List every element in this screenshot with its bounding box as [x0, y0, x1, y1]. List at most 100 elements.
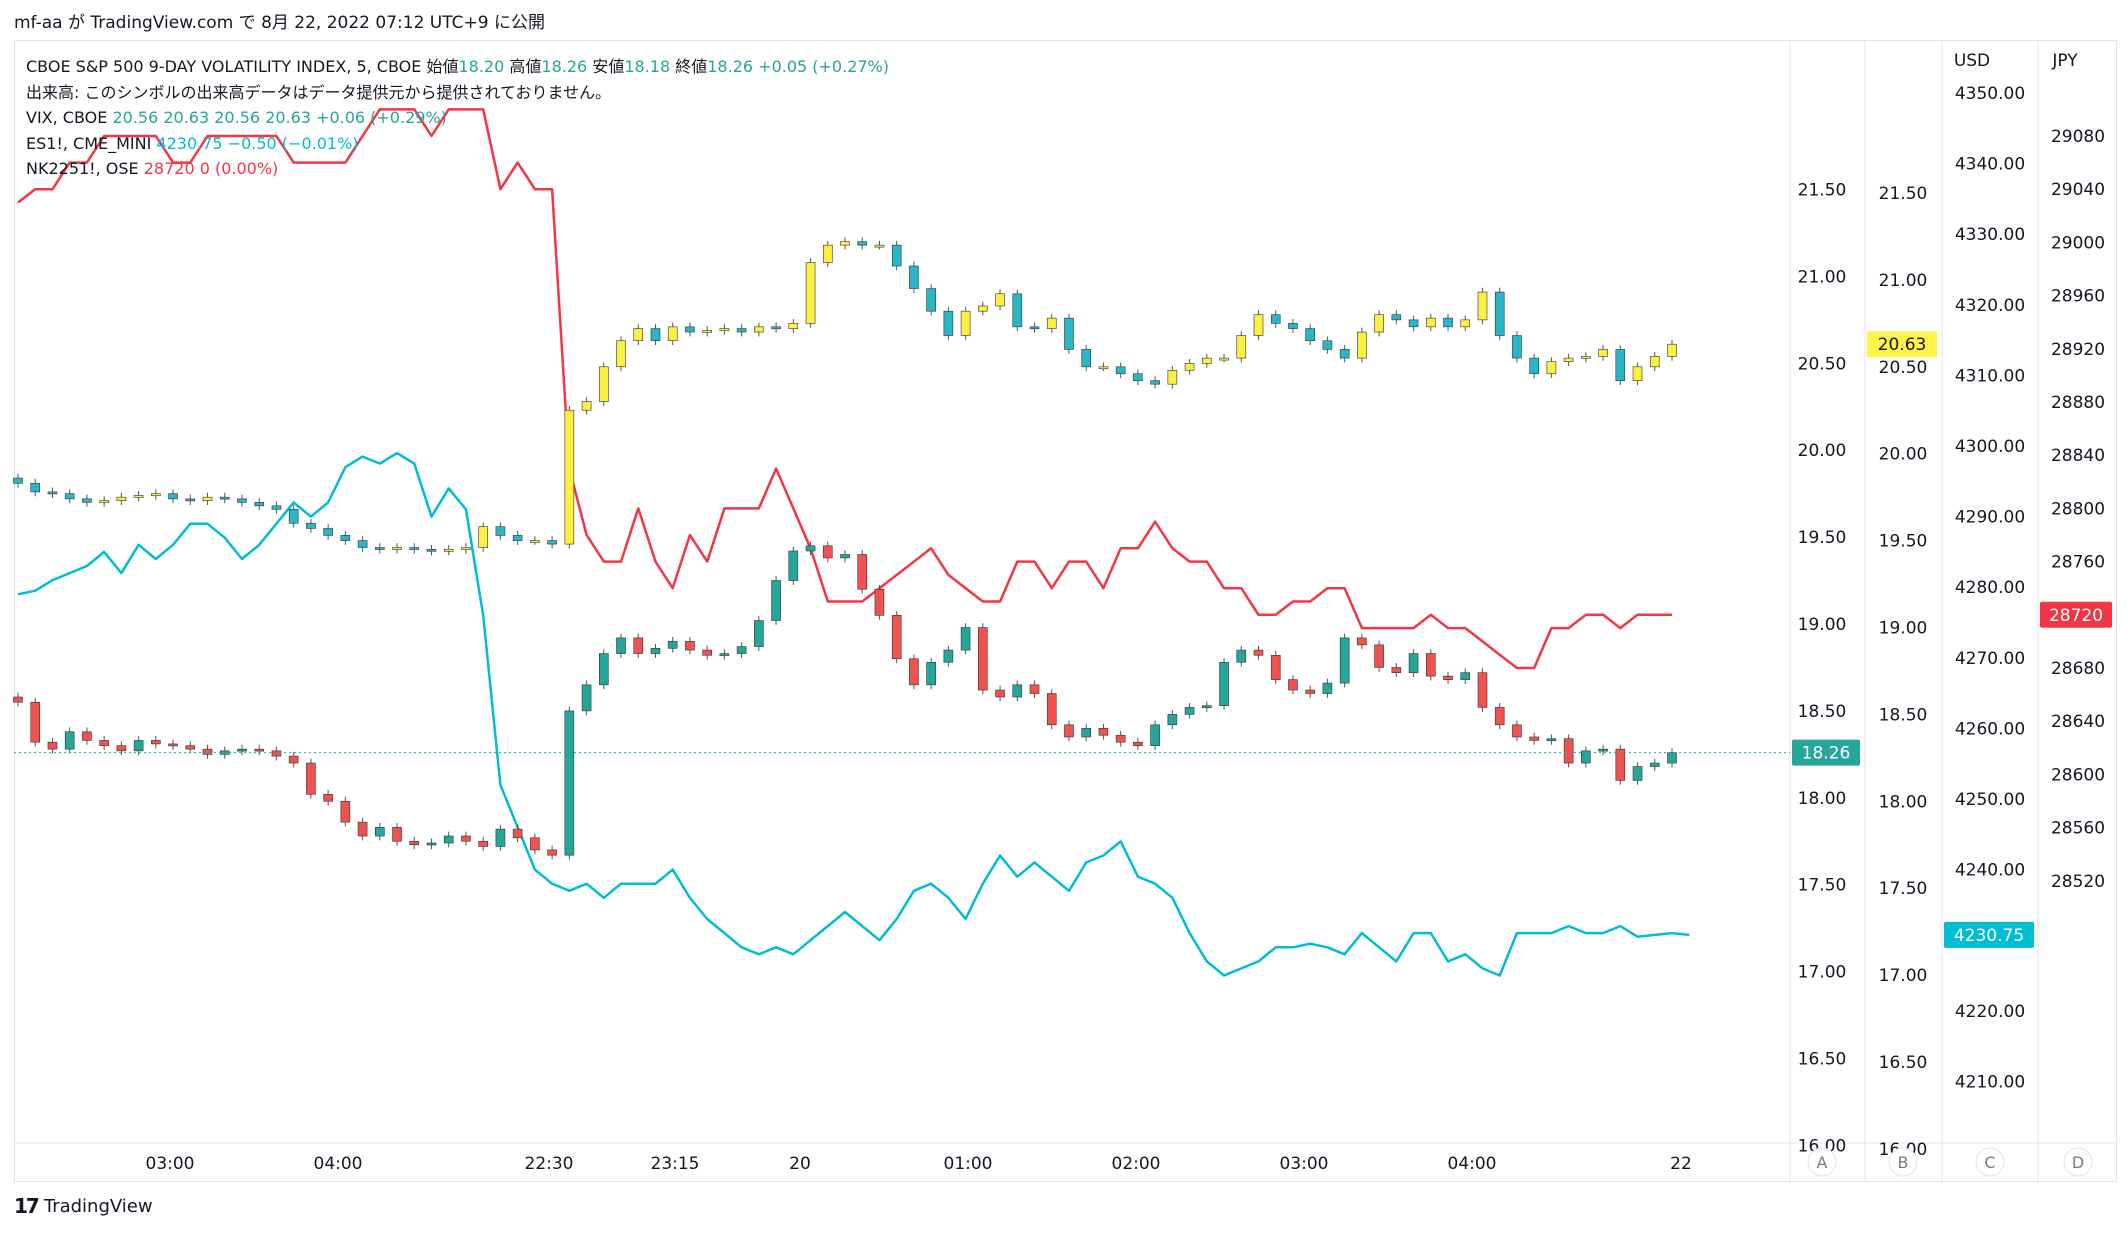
vix9d-candle [64, 731, 75, 750]
vix9d-candle [1529, 736, 1539, 741]
vix-candle [1253, 314, 1264, 336]
vix9d-candle [702, 649, 712, 656]
vix9d-candle [840, 554, 850, 559]
vix-price-tag-bg [1867, 331, 1937, 358]
vix-candle [1598, 349, 1608, 357]
tradingview-logo-icon: 17 [14, 1194, 40, 1218]
vix-candle [978, 305, 988, 312]
vix9d-candle [1391, 667, 1402, 673]
vix-candle [1563, 357, 1574, 362]
footer: 17 TradingView [14, 1194, 153, 1218]
axis-c-tick: 4300.00 [1955, 437, 2025, 457]
vix9d-candle [667, 641, 678, 649]
vix9d-candle [237, 748, 247, 752]
vix9d-candle [1667, 752, 1677, 764]
vix-candle [288, 509, 299, 524]
vix9d-candle [598, 653, 609, 686]
axis-a-tick: 20.00 [1798, 441, 1847, 461]
vix-candle [1305, 328, 1315, 342]
legend-vix9d[interactable]: CBOE S&P 500 9-DAY VOLATILITY INDEX, 5, … [26, 54, 889, 80]
vix9d-candle [719, 653, 730, 656]
axis-b-tick: 21.00 [1879, 271, 1928, 291]
es-price-tag-bg [1944, 921, 2034, 948]
vix-candle [168, 493, 178, 500]
axis-c-tick: 4240.00 [1955, 861, 2025, 881]
axis-d-tick: 29080 [2051, 127, 2105, 147]
vix9d-candle [202, 748, 213, 755]
vix9d-candle [1253, 649, 1264, 656]
vix9d-candle [1563, 738, 1574, 764]
nk-price-tag: 28720 [2049, 606, 2103, 626]
vix9d-candle [323, 794, 333, 802]
vix-candle [667, 326, 678, 342]
vix9d-candle [99, 740, 109, 746]
time-axis-label: 01:00 [944, 1154, 993, 1174]
axis-c-tick: 4270.00 [1955, 649, 2025, 669]
vix9d-candle [1460, 672, 1471, 680]
vix-candle [237, 498, 247, 503]
chart-frame[interactable] [14, 40, 2117, 1182]
time-axis-label: 20 [789, 1154, 811, 1174]
axis-b-tick: 20.50 [1879, 358, 1928, 378]
axis-d-tick: 28960 [2051, 287, 2105, 307]
legend-vix9d-symbol: CBOE S&P 500 9-DAY VOLATILITY INDEX, 5, … [26, 57, 422, 76]
vix-candle [461, 547, 471, 550]
legend-open-value: 18.20 [458, 57, 505, 76]
axis-c-unit: USD [1954, 51, 1990, 71]
axis-d-tick: 28840 [2051, 446, 2105, 466]
vix-candle [1133, 373, 1143, 382]
vix9d-candle [13, 696, 23, 703]
vix9d-candle [822, 545, 833, 559]
vix9d-candle [805, 545, 816, 552]
axis-c-tick: 4350.00 [1955, 84, 2025, 104]
legend-nk[interactable]: NK2251!, OSE 28720 0 (0.00%) [26, 156, 889, 182]
vix9d-candle [133, 740, 144, 752]
scale-button-label: D [2072, 1153, 2084, 1172]
vix-candle [805, 262, 816, 324]
axis-b-tick: 16.50 [1879, 1053, 1928, 1073]
axis-b-tick: 18.00 [1879, 792, 1928, 812]
scale-button-d [2063, 1147, 2093, 1177]
vix-candle [1443, 317, 1453, 328]
vix-candle [874, 244, 885, 248]
vix-candle [719, 328, 730, 331]
legend-nk-values: 28720 0 (0.00%) [143, 159, 279, 178]
vix9d-candle [461, 835, 471, 842]
vix-candle [1667, 343, 1677, 357]
vix-candle [151, 493, 161, 496]
time-axis-label: 23:15 [651, 1154, 700, 1174]
footer-brand[interactable]: TradingView [43, 1195, 153, 1217]
axis-b-tick: 19.50 [1879, 532, 1928, 552]
vix-candle [1615, 349, 1626, 382]
vix9d-candle [874, 588, 885, 616]
vix-candle [30, 482, 41, 493]
legend-es[interactable]: ES1!, CME_MINI 4230.75 −0.50 (−0.01%) [26, 131, 889, 157]
vix-candle [530, 540, 540, 543]
axis-d-tick: 28920 [2051, 340, 2105, 360]
vix-candle [1408, 319, 1419, 328]
axis-d-tick: 28640 [2051, 712, 2105, 732]
vix9d-candle [943, 649, 954, 663]
vix9d-candle [512, 828, 523, 839]
axis-a-tick: 16.00 [1798, 1136, 1847, 1156]
vix9d-candle [306, 762, 316, 795]
vix-candle [185, 498, 196, 502]
vix-candle [1046, 317, 1057, 329]
vix-candle [133, 495, 144, 498]
vix9d-candle [478, 840, 488, 847]
vix-candle [685, 326, 695, 333]
legend-nk-symbol: NK2251!, OSE [26, 159, 139, 178]
vix-candle [1098, 366, 1109, 370]
axis-a-tick: 20.50 [1798, 354, 1847, 374]
axis-c-tick: 4340.00 [1955, 155, 2025, 175]
vix-candle [1477, 291, 1488, 321]
vix9d-candle [564, 710, 575, 856]
vix-candle [1081, 349, 1092, 368]
vix9d-candle [495, 828, 506, 847]
vix-candle [702, 330, 712, 333]
vix9d-candle [547, 849, 557, 856]
vix9d-candle [978, 627, 988, 691]
legend-vix[interactable]: VIX, CBOE 20.56 20.63 20.56 20.63 +0.06 … [26, 105, 889, 131]
vix9d-candle [30, 701, 41, 743]
